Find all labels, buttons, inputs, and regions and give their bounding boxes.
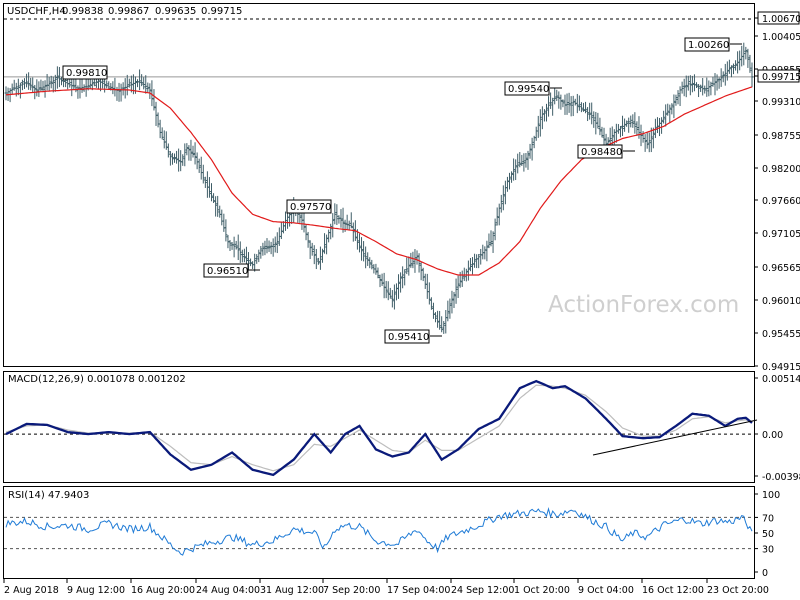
macd-trendline: [592, 419, 758, 456]
x-tick-label: 24 Aug 04:00: [196, 585, 260, 596]
annotation-box: [577, 144, 623, 159]
annotation-box: [684, 37, 730, 52]
rsi-layer: 100 70 50 30 0: [4, 490, 780, 579]
y-tick-label: 0.97660: [762, 196, 800, 207]
y-tick-label: 1.00405: [762, 32, 800, 43]
annotation-label: 1.00260: [688, 40, 729, 51]
ohlc-header-value: 0.99635: [155, 6, 196, 17]
macd-y-tick-label: -0.003989: [762, 472, 800, 483]
x-tick-label: 16 Aug 20:00: [131, 585, 195, 596]
macd-line: [5, 379, 753, 477]
annotation-label: 0.96510: [207, 266, 248, 277]
symbol-header: USDCHF,H4: [7, 6, 66, 17]
y-tick-label: 0.99715: [762, 72, 800, 83]
rsi-panel-border: [3, 486, 755, 579]
y-tick-label: 0.98755: [762, 131, 800, 142]
annotation-label: 0.95410: [388, 332, 429, 343]
y-price-badge: [757, 69, 800, 83]
annotation-label: 0.99810: [66, 68, 107, 79]
x-tick-label: 9 Aug 12:00: [67, 585, 125, 596]
macd-title: MACD(12,26,9) 0.001078 0.001202: [8, 374, 186, 385]
rsi-title: RSI(14) 47.9403: [8, 490, 89, 501]
rsi-y-tick-label: 70: [762, 513, 774, 524]
rsi-y-tick-label: 0: [762, 568, 768, 579]
macd-y-tick-label: 0.00: [762, 430, 783, 441]
x-tick-label: 24 Sep 12:00: [451, 585, 514, 596]
macd-layer: 0.005145 0.00 -0.003989: [4, 374, 800, 483]
annotation-label: 0.97570: [290, 202, 331, 213]
x-tick-label: 31 Aug 12:00: [260, 585, 324, 596]
annotation-label: 0.99540: [508, 84, 549, 95]
ohlc-header: 0.99838 0.99867 0.99635 0.99715: [62, 6, 242, 17]
x-tick-label: 1 Oct 20:00: [514, 585, 570, 596]
rsi-y-tick-label: 100: [762, 490, 780, 501]
y-tick-label: 0.98200: [762, 164, 800, 175]
price-layer: 0.99810 0.97570 0.96510 0.95410 0.99540 0.984…: [4, 18, 754, 344]
annotation-box: [384, 329, 430, 344]
price-panel-border: [3, 3, 755, 367]
watermark: ActionForex.com: [548, 292, 739, 318]
annotation-box: [286, 199, 332, 214]
y-tick-label: 1.00670: [762, 14, 800, 25]
macd-panel-border: [3, 371, 755, 483]
x-tick-label: 17 Sep 04:00: [387, 585, 450, 596]
y-tick-label: 0.95455: [762, 329, 800, 340]
macd-y-tick-label: 0.005145: [762, 374, 800, 385]
y-price-badge: [757, 11, 800, 25]
y-tick-label: 0.99310: [762, 97, 800, 108]
annotation-box: [203, 263, 249, 278]
macd-signal-line: [5, 384, 753, 472]
y-tick-label: 0.97105: [762, 229, 800, 240]
ohlc-header-value: 0.99838: [62, 6, 103, 17]
y-tick-label: 0.96010: [762, 296, 800, 307]
annotation-box: [62, 65, 108, 80]
rsi-line: [5, 506, 753, 556]
x-tick-label: 16 Oct 12:00: [642, 585, 704, 596]
ohlc-header-value: 0.99715: [201, 6, 242, 17]
y-tick-label: 0.94915: [762, 362, 800, 373]
rsi-y-tick-label: 30: [762, 545, 774, 556]
y-tick-label: 0.96565: [762, 263, 800, 274]
x-tick-label: 9 Oct 04:00: [578, 585, 634, 596]
x-tick-label: 7 Sep 20:00: [323, 585, 380, 596]
x-tick-label: 2 Aug 2018: [4, 585, 59, 596]
annotation-box: [504, 81, 550, 96]
rsi-y-tick-label: 50: [762, 529, 774, 540]
x-axis-layer: 2 Aug 2018 9 Aug 12:00 16 Aug 20:00 24 Aug …: [3, 579, 769, 596]
x-tick-label: 23 Oct 20:00: [707, 585, 769, 596]
moving-average-line: [5, 86, 753, 276]
ohlc-header-value: 0.99867: [108, 6, 149, 17]
annotation-label: 0.98480: [581, 147, 622, 158]
y-axis-layer: 1.006701.004050.998550.997150.993100.987…: [754, 11, 800, 373]
